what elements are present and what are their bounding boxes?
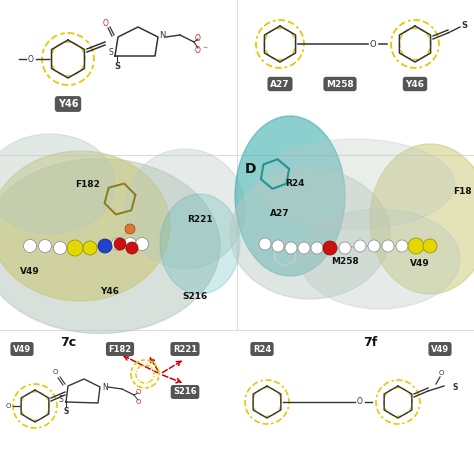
Text: V49: V49 (13, 345, 31, 354)
Text: 7c: 7c (60, 336, 76, 349)
Circle shape (410, 240, 422, 252)
Circle shape (423, 239, 437, 253)
Ellipse shape (255, 139, 455, 229)
Text: M258: M258 (326, 80, 354, 89)
Circle shape (396, 240, 408, 252)
Text: 7f: 7f (363, 336, 377, 349)
Circle shape (272, 240, 284, 252)
Text: F18: F18 (453, 187, 471, 196)
Text: M258: M258 (331, 257, 359, 266)
Circle shape (298, 242, 310, 254)
Circle shape (408, 238, 424, 254)
Ellipse shape (230, 169, 390, 299)
Ellipse shape (0, 158, 220, 334)
Text: S: S (64, 407, 69, 416)
Text: S: S (461, 20, 467, 29)
Text: Y46: Y46 (100, 287, 119, 296)
Circle shape (24, 239, 36, 253)
Circle shape (324, 242, 336, 254)
Text: V49: V49 (431, 345, 449, 354)
Ellipse shape (0, 134, 115, 234)
Circle shape (114, 238, 126, 250)
Text: Y46: Y46 (58, 99, 78, 109)
Text: S: S (109, 47, 113, 56)
Text: S: S (59, 394, 64, 403)
Circle shape (124, 237, 137, 250)
Text: R221: R221 (173, 345, 197, 354)
Text: O: O (195, 46, 201, 55)
Circle shape (339, 242, 351, 254)
Text: O: O (195, 34, 201, 43)
Text: S: S (114, 62, 120, 71)
Circle shape (311, 242, 323, 254)
Text: D: D (245, 162, 256, 176)
Text: A27: A27 (270, 80, 290, 89)
Text: O: O (103, 18, 109, 27)
Text: O: O (5, 403, 11, 409)
Ellipse shape (160, 194, 240, 294)
Text: O: O (135, 399, 141, 405)
Text: O: O (28, 55, 34, 64)
Text: A27: A27 (270, 209, 290, 218)
Text: O: O (370, 39, 376, 48)
Ellipse shape (125, 149, 245, 269)
Circle shape (125, 224, 135, 234)
Circle shape (285, 242, 297, 254)
Text: V49: V49 (410, 259, 430, 268)
Text: N: N (102, 383, 108, 392)
Ellipse shape (300, 209, 460, 309)
Circle shape (382, 240, 394, 252)
Circle shape (111, 237, 125, 250)
Text: V49: V49 (20, 267, 40, 276)
Text: S: S (452, 383, 458, 392)
Circle shape (83, 241, 97, 255)
Text: O: O (135, 389, 141, 395)
Circle shape (323, 241, 337, 255)
Circle shape (54, 241, 66, 255)
Ellipse shape (370, 144, 474, 294)
Text: ⁻: ⁻ (202, 45, 208, 55)
Text: R24: R24 (253, 345, 271, 354)
Text: R221: R221 (187, 215, 213, 224)
Circle shape (424, 240, 436, 252)
Text: R24: R24 (285, 179, 305, 188)
Text: S216: S216 (173, 388, 197, 396)
Circle shape (136, 237, 148, 250)
Circle shape (67, 240, 83, 256)
Text: Y46: Y46 (405, 80, 425, 89)
Ellipse shape (235, 116, 345, 276)
Circle shape (259, 238, 271, 250)
Circle shape (38, 239, 52, 253)
Text: F182: F182 (109, 345, 132, 354)
Circle shape (368, 240, 380, 252)
Circle shape (99, 239, 111, 253)
Circle shape (354, 240, 366, 252)
Text: O: O (357, 398, 363, 407)
Circle shape (69, 241, 82, 255)
Circle shape (98, 239, 112, 253)
Circle shape (83, 241, 97, 255)
Text: N: N (159, 30, 165, 39)
Ellipse shape (0, 151, 170, 301)
Text: O: O (52, 369, 58, 375)
Text: F182: F182 (75, 180, 100, 189)
Text: S216: S216 (182, 292, 208, 301)
Text: O: O (438, 370, 444, 376)
Circle shape (126, 242, 138, 254)
